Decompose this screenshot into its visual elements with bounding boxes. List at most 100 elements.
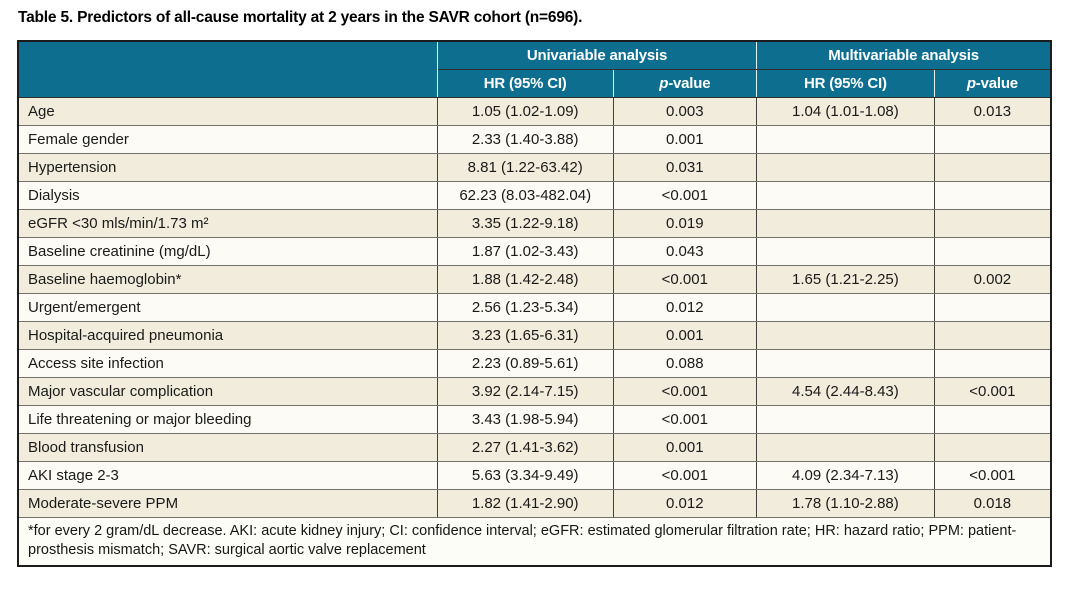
uni-hr-cell: 3.23 (1.65-6.31) <box>436 320 614 350</box>
row-label-cell: Baseline creatinine (mg/dL) <box>17 236 438 266</box>
multi-pvalue-cell <box>933 292 1052 322</box>
multi-pvalue-cell: 0.018 <box>933 488 1052 518</box>
uni-pvalue-cell: 0.001 <box>612 432 758 462</box>
uni-hr-cell: 2.23 (0.89-5.61) <box>436 348 614 378</box>
row-label-cell: Urgent/emergent <box>17 292 438 322</box>
table-title: Table 5. Predictors of all-cause mortali… <box>18 9 583 26</box>
row-label-cell: AKI stage 2-3 <box>17 460 438 490</box>
uni-hr-cell: 2.56 (1.23-5.34) <box>436 292 614 322</box>
uni-pvalue-cell: 0.001 <box>612 124 758 154</box>
uni-hr-cell: 1.87 (1.02-3.43) <box>436 236 614 266</box>
uni-hr-cell: 3.92 (2.14-7.15) <box>436 376 614 406</box>
uni-hr-cell: 1.82 (1.41-2.90) <box>436 488 614 518</box>
table-row: Blood transfusion 2.27 (1.41-3.62) 0.001 <box>17 432 1052 462</box>
p-rest: -value <box>975 74 1018 92</box>
multi-pvalue-cell <box>933 180 1052 210</box>
multi-hr-cell <box>756 208 935 238</box>
row-label-cell: Life threatening or major bleeding <box>17 404 438 434</box>
multi-pvalue-cell <box>933 152 1052 182</box>
multi-hr-cell: 1.04 (1.01-1.08) <box>756 96 935 126</box>
row-label-cell: eGFR <30 mls/min/1.73 m² <box>17 208 438 238</box>
multi-pvalue-cell <box>933 432 1052 462</box>
uni-hr-cell: 1.88 (1.42-2.48) <box>436 264 614 294</box>
multi-pvalue-cell: 0.002 <box>933 264 1052 294</box>
row-label-cell: Blood transfusion <box>17 432 438 462</box>
col-header-multi-pvalue: p-value <box>933 68 1052 98</box>
multi-hr-cell: 1.78 (1.10-2.88) <box>756 488 935 518</box>
empty-header-cell <box>17 40 438 98</box>
row-label-cell: Age <box>17 96 438 126</box>
table-row: Age 1.05 (1.02-1.09) 0.003 1.04 (1.01-1.08)… <box>17 96 1052 126</box>
uni-hr-cell: 62.23 (8.03-482.04) <box>436 180 614 210</box>
uni-pvalue-cell: 0.043 <box>612 236 758 266</box>
uni-pvalue-cell: 0.019 <box>612 208 758 238</box>
uni-hr-cell: 8.81 (1.22-63.42) <box>436 152 614 182</box>
table-row: Hypertension 8.81 (1.22-63.42) 0.031 <box>17 152 1052 182</box>
table-row: Access site infection 2.23 (0.89-5.61) 0.0… <box>17 348 1052 378</box>
p-italic: p <box>659 74 669 92</box>
multi-hr-cell <box>756 348 935 378</box>
multi-pvalue-cell <box>933 404 1052 434</box>
table-row: Life threatening or major bleeding 3.43 (… <box>17 404 1052 434</box>
group-header-multivariable: Multivariable analysis <box>756 40 1052 70</box>
uni-hr-cell: 3.43 (1.98-5.94) <box>436 404 614 434</box>
table-row: Urgent/emergent 2.56 (1.23-5.34) 0.012 <box>17 292 1052 322</box>
uni-hr-cell: 3.35 (1.22-9.18) <box>436 208 614 238</box>
table-row: eGFR <30 mls/min/1.73 m² 3.35 (1.22-9.18)… <box>17 208 1052 238</box>
table-body: Age 1.05 (1.02-1.09) 0.003 1.04 (1.01-1.08)… <box>17 96 1052 518</box>
row-label-cell: Female gender <box>17 124 438 154</box>
uni-pvalue-cell: 0.001 <box>612 320 758 350</box>
multi-hr-cell <box>756 236 935 266</box>
multi-hr-cell <box>756 404 935 434</box>
multi-pvalue-cell: <0.001 <box>933 376 1052 406</box>
row-label-cell: Major vascular complication <box>17 376 438 406</box>
multi-hr-cell <box>756 432 935 462</box>
multi-hr-cell <box>756 124 935 154</box>
uni-hr-cell: 2.33 (1.40-3.88) <box>436 124 614 154</box>
multi-pvalue-cell <box>933 124 1052 154</box>
multi-pvalue-cell <box>933 320 1052 350</box>
uni-pvalue-cell: <0.001 <box>612 264 758 294</box>
multi-hr-cell: 4.09 (2.34-7.13) <box>756 460 935 490</box>
table-row: Major vascular complication 3.92 (2.14-7.… <box>17 376 1052 406</box>
multi-pvalue-cell <box>933 236 1052 266</box>
table-row: Moderate-severe PPM 1.82 (1.41-2.90) 0.012… <box>17 488 1052 518</box>
table-row: Hospital-acquired pneumonia 3.23 (1.65-6.… <box>17 320 1052 350</box>
table-footer: *for every 2 gram/dL decrease. AKI: acut… <box>17 516 1052 567</box>
multi-hr-cell <box>756 320 935 350</box>
col-header-multi-hr: HR (95% CI) <box>756 68 935 98</box>
row-label-cell: Hypertension <box>17 152 438 182</box>
uni-pvalue-cell: <0.001 <box>612 460 758 490</box>
uni-pvalue-cell: 0.003 <box>612 96 758 126</box>
uni-hr-cell: 1.05 (1.02-1.09) <box>436 96 614 126</box>
row-label-cell: Access site infection <box>17 348 438 378</box>
uni-hr-cell: 2.27 (1.41-3.62) <box>436 432 614 462</box>
table-row: Baseline creatinine (mg/dL) 1.87 (1.02-3.… <box>17 236 1052 266</box>
uni-pvalue-cell: 0.012 <box>612 292 758 322</box>
row-label-cell: Hospital-acquired pneumonia <box>17 320 438 350</box>
predictors-table: Univariable analysis Multivariable analy… <box>17 40 1052 567</box>
table-row: Baseline haemoglobin* 1.88 (1.42-2.48) <0.… <box>17 264 1052 294</box>
group-header-row: Univariable analysis Multivariable analy… <box>17 40 1052 98</box>
sub-header-row: HR (95% CI) p-value HR (95% CI) p-value <box>18 68 1052 98</box>
table-header: Univariable analysis Multivariable analy… <box>17 40 1052 98</box>
multi-hr-cell: 4.54 (2.44-8.43) <box>756 376 935 406</box>
col-header-uni-pvalue: p-value <box>612 68 758 98</box>
p-rest: -value <box>668 74 711 92</box>
uni-pvalue-cell: 0.012 <box>612 488 758 518</box>
table-row: AKI stage 2-3 5.63 (3.34-9.49) <0.001 4.09 … <box>17 460 1052 490</box>
uni-pvalue-cell: 0.088 <box>612 348 758 378</box>
uni-pvalue-cell: <0.001 <box>612 376 758 406</box>
multi-hr-cell <box>756 152 935 182</box>
uni-pvalue-cell: 0.031 <box>612 152 758 182</box>
multi-pvalue-cell: <0.001 <box>933 460 1052 490</box>
col-header-uni-hr: HR (95% CI) <box>436 68 614 98</box>
footnote: *for every 2 gram/dL decrease. AKI: acut… <box>17 516 1052 567</box>
group-header-univariable: Univariable analysis <box>436 40 758 70</box>
uni-hr-cell: 5.63 (3.34-9.49) <box>436 460 614 490</box>
uni-pvalue-cell: <0.001 <box>612 180 758 210</box>
table-row: Female gender 2.33 (1.40-3.88) 0.001 <box>17 124 1052 154</box>
multi-hr-cell: 1.65 (1.21-2.25) <box>756 264 935 294</box>
row-label-cell: Dialysis <box>17 180 438 210</box>
